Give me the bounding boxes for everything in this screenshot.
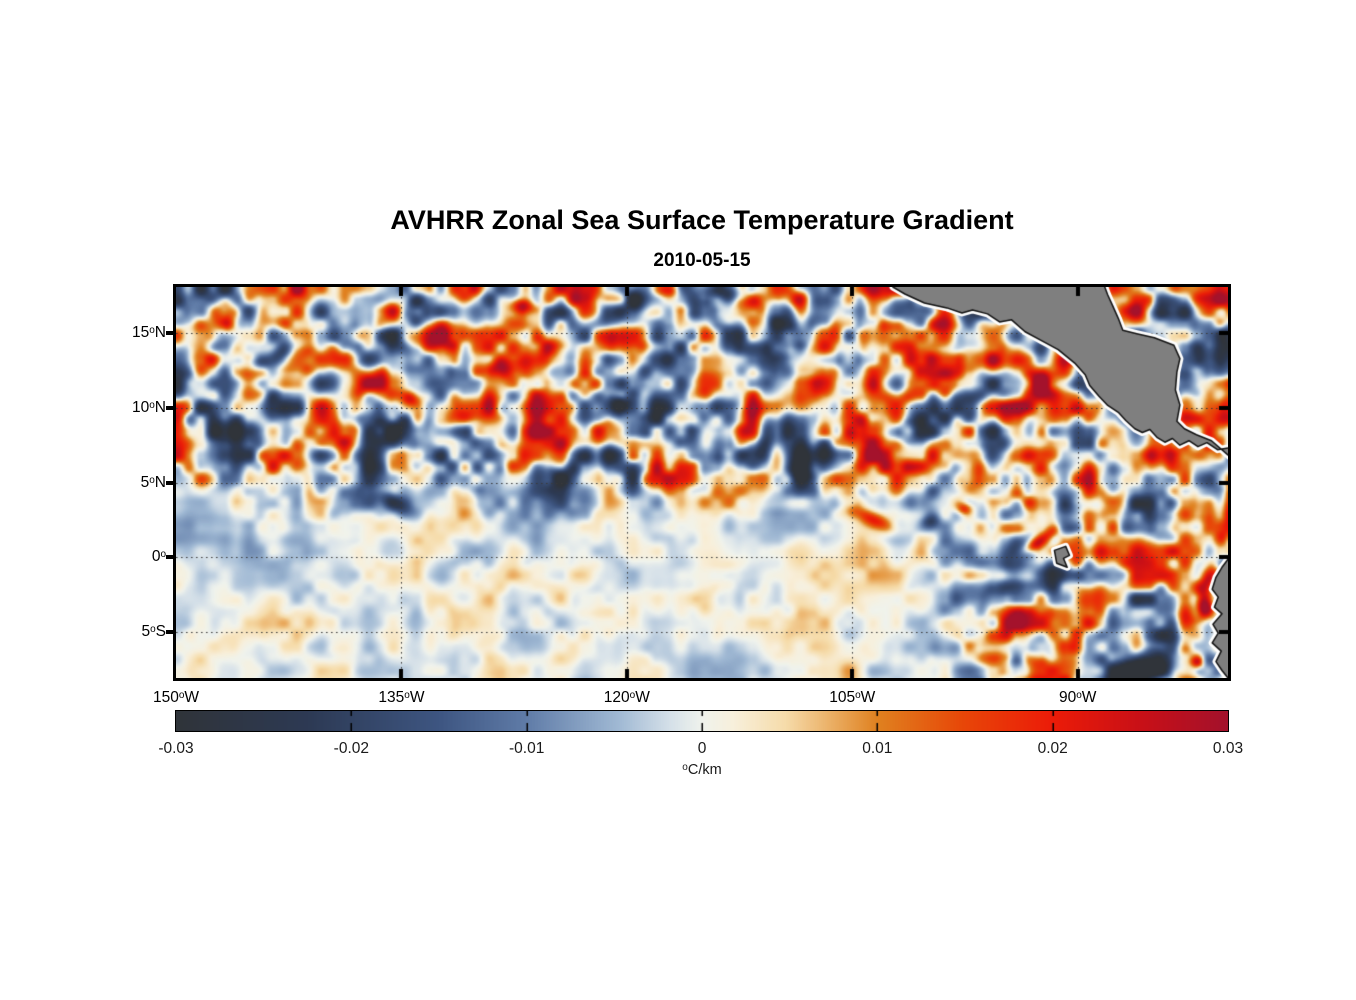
- y-axis-tick-mark: [166, 629, 176, 634]
- y-axis-tick-mark: [166, 480, 176, 485]
- colorbar: [175, 710, 1229, 732]
- degree-symbol: o: [149, 399, 155, 411]
- degree-symbol: o: [149, 325, 155, 337]
- degree-symbol: o: [629, 690, 636, 701]
- page-title: AVHRR Zonal Sea Surface Temperature Grad…: [390, 205, 1014, 235]
- map-panel: 15oN 10oN 5oN 0o 5oS 150oW 135oW 120oW 105oW 90o…: [132, 284, 1231, 705]
- x-tick-label-90W: 90oW: [1058, 689, 1097, 706]
- colorbar-tick-label-0.01: 0.01: [862, 740, 893, 757]
- y-axis-tick-mark: [166, 405, 176, 410]
- colorbar-tick-label--0.01: -0.01: [508, 740, 545, 757]
- colorbar-tick-label-0.02: 0.02: [1037, 740, 1068, 757]
- degree-symbol: o: [160, 549, 166, 561]
- y-axis-tick-mark: [166, 331, 176, 336]
- y-tick-label-5S: 5oS: [141, 622, 166, 640]
- date-subtitle: 2010-05-15: [653, 250, 751, 271]
- degree-symbol: o: [178, 690, 185, 701]
- y-tick-label-5N: 5oN: [140, 473, 166, 491]
- colorbar-canvas: [176, 711, 1228, 731]
- degree-symbol: o: [404, 690, 410, 701]
- colorbar-unit-label: oC/km: [173, 762, 1231, 778]
- degree-symbol: o: [682, 762, 688, 773]
- x-tick-label-135W: 135oW: [378, 689, 425, 706]
- colorbar-tick-label--0.03: -0.03: [158, 740, 194, 757]
- x-tick-label-150W: 150oW: [152, 689, 200, 706]
- unit-text: C/km: [687, 762, 722, 778]
- degree-symbol: o: [150, 623, 156, 635]
- y-tick-label-10N: 10oN: [131, 398, 166, 416]
- colorbar-tick-label--0.02: -0.02: [333, 740, 369, 757]
- colorbar-tick-label-0.03: 0.03: [1212, 740, 1244, 757]
- x-tick-label-120W: 120oW: [603, 689, 650, 706]
- sst-gradient-map-canvas: [176, 287, 1228, 678]
- y-tick-label-0deg: 0o: [151, 548, 166, 566]
- y-axis-tick-mark: [166, 555, 176, 560]
- y-tick-label-15N: 15oN: [131, 324, 166, 342]
- degree-symbol: o: [1076, 690, 1082, 701]
- degree-symbol: o: [149, 474, 155, 486]
- degree-symbol: o: [855, 690, 861, 701]
- x-tick-label-105W: 105oW: [829, 689, 876, 706]
- colorbar-tick-label-0: 0: [697, 740, 707, 757]
